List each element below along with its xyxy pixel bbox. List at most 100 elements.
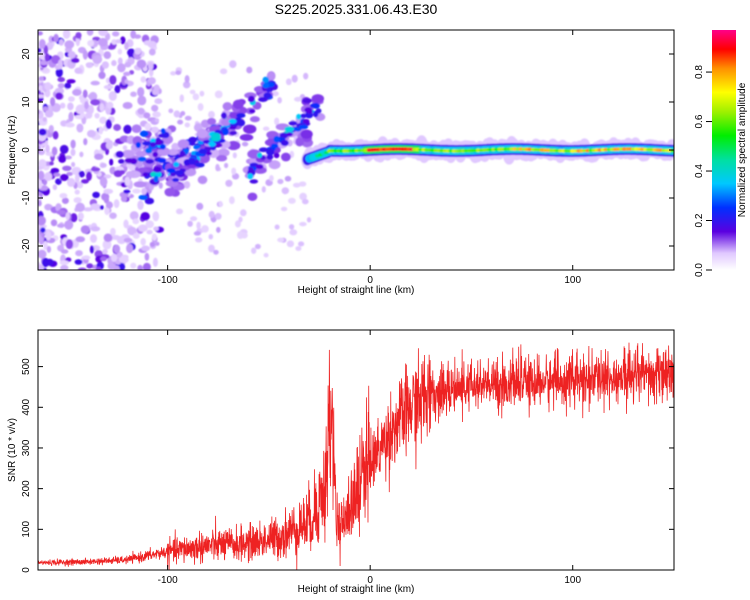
- noise-speck: [262, 126, 270, 131]
- streak-halo: [135, 150, 147, 157]
- streak-halo: [280, 152, 291, 162]
- snr-ytick-label: 300: [21, 439, 32, 456]
- noise-speck: [108, 91, 117, 101]
- noise-speck: [109, 158, 114, 166]
- streak-core: [160, 144, 166, 150]
- noise-speck: [234, 220, 241, 228]
- noise-speck: [67, 102, 74, 111]
- noise-speck: [50, 97, 56, 107]
- noise-speck: [140, 212, 150, 221]
- noise-speck: [75, 250, 83, 257]
- colorbar-gradient: [712, 30, 736, 270]
- streak-core: [174, 169, 184, 176]
- noise-speck: [208, 210, 215, 219]
- spectrogram-xlabel: Height of straight line (km): [298, 285, 415, 296]
- noise-speck: [122, 102, 133, 109]
- noise-speck: [44, 109, 54, 118]
- streak-core: [228, 118, 237, 124]
- noise-speck: [251, 247, 257, 254]
- noise-speck: [99, 116, 107, 124]
- streak-halo: [247, 192, 258, 202]
- streak-core: [248, 167, 254, 174]
- noise-speck: [39, 60, 50, 66]
- snr-ytick-label: 500: [21, 358, 32, 375]
- streak-halo: [207, 117, 217, 125]
- noise-speck: [261, 186, 266, 193]
- noise-speck: [175, 70, 182, 76]
- spectrogram-ytick-label: 20: [21, 48, 32, 60]
- noise-speck: [90, 226, 101, 232]
- noise-speck: [52, 131, 59, 140]
- snr-ticks: -100 0 100 0 100 200 300 400 500: [21, 330, 674, 586]
- streak-halo: [177, 139, 190, 149]
- streak-core: [180, 151, 186, 158]
- noise-speck: [208, 244, 215, 253]
- streak-core: [173, 161, 180, 168]
- noise-speck: [103, 233, 113, 243]
- noise-speck: [59, 173, 69, 182]
- noise-speck: [143, 112, 151, 119]
- colorbar: 0.0 0.2 0.4 0.6 0.8 Normalized spectral ampl…: [694, 30, 748, 277]
- noise-speck: [184, 115, 192, 121]
- noise-speck: [286, 240, 295, 248]
- streak-halo: [239, 133, 254, 141]
- streak-core: [145, 147, 153, 154]
- streak-core: [298, 124, 309, 130]
- noise-speck: [55, 178, 62, 185]
- spectrogram-ylabel: Frequency (Hz): [7, 116, 18, 185]
- snr-series-line: [38, 342, 674, 570]
- streak-core: [302, 98, 313, 104]
- noise-speck: [224, 162, 229, 169]
- streak-core: [311, 102, 320, 109]
- noise-speck: [147, 62, 154, 71]
- noise-speck: [51, 146, 58, 156]
- streak-halo: [243, 124, 257, 134]
- noise-speck: [38, 159, 47, 169]
- noise-speck: [95, 266, 102, 270]
- noise-speck: [44, 172, 53, 182]
- streak-halo: [220, 118, 231, 126]
- snr-xlabel: Height of straight line (km): [298, 584, 415, 595]
- noise-speck: [232, 152, 237, 159]
- streak-core: [229, 130, 238, 136]
- streak-halo: [164, 187, 176, 197]
- streak-core: [237, 119, 246, 127]
- noise-speck: [90, 167, 101, 172]
- noise-speck: [196, 202, 204, 211]
- noise-speck: [149, 241, 156, 248]
- noise-speck: [64, 40, 75, 49]
- streak-halo: [197, 175, 208, 184]
- noise-speck: [44, 82, 52, 91]
- noise-speck: [53, 33, 59, 43]
- noise-speck: [83, 138, 88, 146]
- noise-speck: [192, 93, 200, 101]
- spectrogram-ytick-label: -20: [21, 238, 32, 253]
- streak-core: [166, 168, 176, 174]
- noise-speck: [75, 236, 86, 243]
- noise-speck: [117, 48, 123, 55]
- noise-speck: [72, 88, 82, 96]
- noise-speck: [38, 215, 46, 226]
- noise-speck: [75, 202, 85, 213]
- noise-speck: [75, 32, 82, 39]
- noise-speck: [126, 243, 134, 254]
- streak-core: [262, 76, 270, 84]
- spectrogram-ytick-label: 0: [21, 147, 32, 153]
- streak-core: [210, 134, 221, 142]
- noise-speck: [38, 109, 41, 115]
- snr-ylabel: SNR (10 * v/v): [7, 418, 18, 482]
- noise-speck: [152, 211, 160, 222]
- noise-speck: [62, 165, 72, 172]
- noise-speck: [239, 209, 247, 217]
- noise-speck: [272, 91, 279, 97]
- streak-halo: [216, 154, 228, 162]
- noise-speck: [289, 229, 298, 236]
- noise-speck: [57, 77, 66, 83]
- noise-speck: [113, 265, 120, 270]
- noise-speck: [82, 255, 91, 260]
- noise-speck: [38, 200, 42, 207]
- streak-core: [236, 113, 246, 118]
- streak-core: [137, 156, 147, 162]
- noise-speck: [216, 226, 221, 233]
